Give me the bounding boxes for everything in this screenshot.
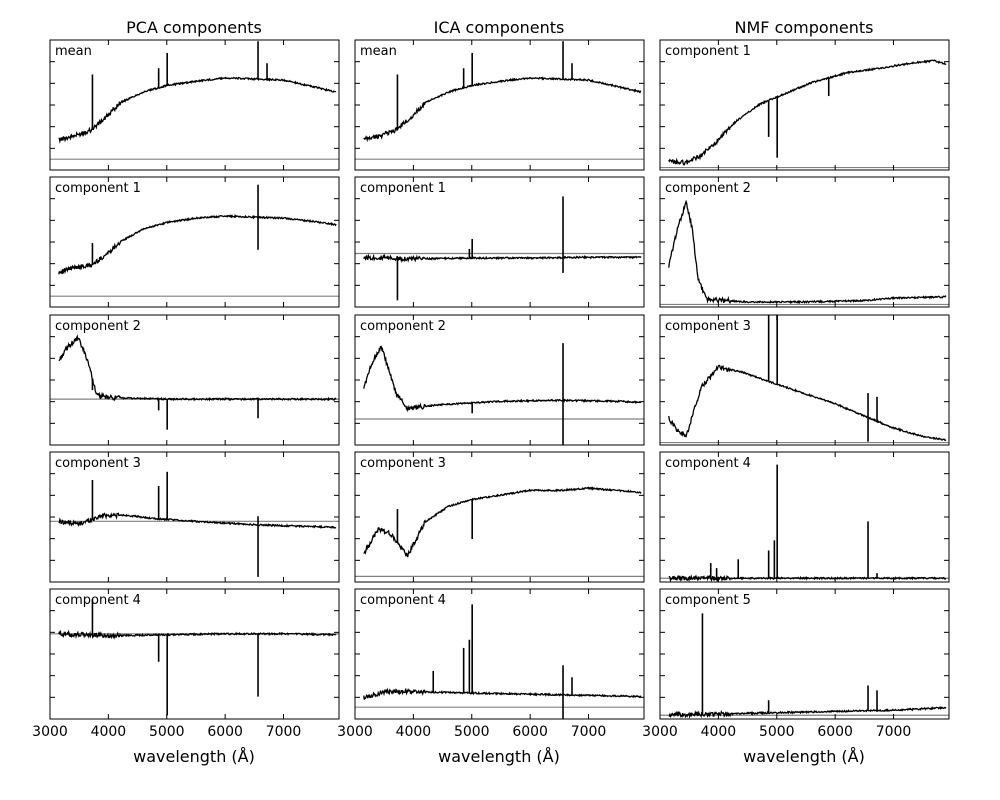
panel-label: component 3 xyxy=(55,456,141,471)
panel-label: component 3 xyxy=(665,319,751,334)
panel-nmf-2: component 3 xyxy=(659,314,950,446)
panel-ica-3: component 3 xyxy=(354,451,645,583)
panel-label: component 1 xyxy=(55,181,141,196)
spectrum-line xyxy=(363,345,642,413)
x-tick-label: 7000 xyxy=(571,724,607,740)
x-axis-label: wavelength (Å) xyxy=(133,747,255,766)
x-axis-label: wavelength (Å) xyxy=(743,747,865,766)
panel-label: component 5 xyxy=(665,593,751,608)
panel-label: mean xyxy=(360,44,397,59)
x-tick-label: 5000 xyxy=(454,724,490,740)
panel-frame xyxy=(659,39,950,171)
x-axis-label: wavelength (Å) xyxy=(438,747,560,766)
panel-label: component 4 xyxy=(360,593,446,608)
column-title: ICA components xyxy=(434,18,565,37)
panel-frame xyxy=(354,451,645,583)
panel-frame xyxy=(49,588,340,720)
panel-frame xyxy=(354,176,645,308)
panel-pca-2: component 2 xyxy=(49,314,340,446)
panel-pca-0: mean xyxy=(49,39,340,171)
spectrum-line xyxy=(668,59,947,166)
spectrum-line xyxy=(58,76,337,144)
panel-frame xyxy=(49,39,340,171)
panel-nmf-3: component 4 xyxy=(659,451,950,583)
x-tick-label: 6000 xyxy=(817,724,853,740)
spectrum-line xyxy=(668,574,947,582)
panel-label: component 3 xyxy=(360,456,446,471)
panel-ica-2: component 2 xyxy=(354,314,645,446)
column-title: PCA components xyxy=(126,18,262,37)
panel-pca-4: component 4 3000 4000 5000 6000 7000 xyxy=(32,588,340,740)
x-tick-label: 3000 xyxy=(337,724,373,740)
panel-frame xyxy=(659,588,950,720)
x-tick-label: 6000 xyxy=(207,724,243,740)
column-title-pca: PCA components xyxy=(126,18,262,37)
panel-label: component 4 xyxy=(665,456,751,471)
panel-ica-0: mean xyxy=(354,39,645,171)
panel-nmf-4: component 5 3000 4000 5000 6000 7000 xyxy=(642,588,950,740)
panel-pca-3: component 3 xyxy=(49,451,340,583)
spectrum-line xyxy=(58,214,337,275)
panel-label: component 1 xyxy=(665,44,751,59)
spectrum-line xyxy=(668,364,947,442)
panel-label: mean xyxy=(55,44,92,59)
panel-ica-1: component 1 xyxy=(354,176,645,308)
panel-frame xyxy=(49,176,340,308)
panel-frame xyxy=(354,39,645,171)
x-tick-label: 7000 xyxy=(266,724,302,740)
column-title-nmf: NMF components xyxy=(735,18,874,37)
panel-nmf-1: component 2 xyxy=(659,176,950,308)
panel-label: component 1 xyxy=(360,181,446,196)
x-tick-label: 6000 xyxy=(512,724,548,740)
x-tick-label: 3000 xyxy=(642,724,678,740)
spectrum-line xyxy=(363,253,642,264)
spectrum-line xyxy=(668,199,947,305)
panel-label: component 2 xyxy=(55,319,141,334)
panel-frame xyxy=(354,588,645,720)
x-tick-label: 4000 xyxy=(701,724,737,740)
spectrum-line xyxy=(58,629,337,640)
panel-label: component 2 xyxy=(360,319,446,334)
spectrum-line xyxy=(58,512,337,530)
panel-frame xyxy=(354,314,645,446)
panel-frame xyxy=(659,451,950,583)
spectrum-line xyxy=(58,334,337,402)
spectrum-line xyxy=(363,486,642,558)
spectrum-line xyxy=(668,706,947,719)
column-title-ica: ICA components xyxy=(434,18,565,37)
panel-frame xyxy=(659,176,950,308)
panel-nmf-0: component 1 xyxy=(659,39,950,171)
panel-label: component 4 xyxy=(55,593,141,608)
x-tick-label: 4000 xyxy=(396,724,432,740)
x-tick-label: 5000 xyxy=(149,724,185,740)
spectrum-line xyxy=(363,687,642,700)
spectrum-line xyxy=(363,76,642,143)
x-tick-label: 3000 xyxy=(32,724,68,740)
x-tick-label: 5000 xyxy=(759,724,795,740)
panel-label: component 2 xyxy=(665,181,751,196)
panel-grid: mean component 1 component 2 component 3 com… xyxy=(32,39,950,740)
x-tick-label: 7000 xyxy=(876,724,912,740)
x-tick-label: 4000 xyxy=(91,724,127,740)
panel-pca-1: component 1 xyxy=(49,176,340,308)
panel-frame xyxy=(659,314,950,446)
column-title: NMF components xyxy=(735,18,874,37)
panel-ica-4: component 4 3000 4000 5000 6000 7000 xyxy=(337,588,645,740)
